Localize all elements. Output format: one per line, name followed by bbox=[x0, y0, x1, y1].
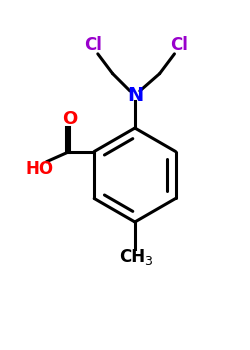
Text: Cl: Cl bbox=[84, 36, 102, 54]
Text: CH: CH bbox=[119, 247, 146, 266]
Text: 3: 3 bbox=[144, 255, 152, 268]
Text: O: O bbox=[62, 110, 77, 128]
Text: HO: HO bbox=[26, 160, 54, 178]
Text: Cl: Cl bbox=[170, 36, 188, 54]
Text: N: N bbox=[127, 86, 143, 105]
